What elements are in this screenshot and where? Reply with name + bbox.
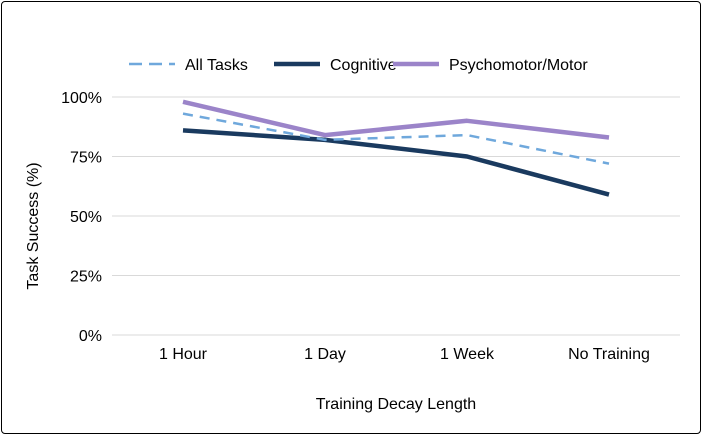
series-line-all-tasks: [182, 112, 610, 165]
x-tick-label: 1 Week: [440, 346, 495, 363]
gridlines: [112, 96, 680, 336]
y-tick-label: 0%: [79, 328, 102, 345]
series-line-psychomotor-motor: [182, 99, 610, 140]
x-axis-title: Training Decay Length: [316, 396, 476, 413]
y-tick-label: 75%: [70, 150, 102, 167]
legend-label-cognitive: Cognitive: [330, 57, 397, 74]
legend: All Tasks Cognitive Psychomotor/Motor: [129, 57, 588, 74]
x-tick-label: 1 Hour: [159, 346, 208, 363]
legend-label-all-tasks: All Tasks: [185, 57, 248, 74]
series-line-cognitive: [182, 128, 610, 197]
y-tick-label: 25%: [70, 269, 102, 286]
x-tick-label: 1 Day: [304, 346, 346, 363]
x-tick-labels: 1 Hour 1 Day 1 Week No Training: [159, 346, 650, 363]
y-tick-label: 50%: [70, 209, 102, 226]
y-tick-label: 100%: [61, 90, 102, 107]
legend-label-psychomotor-motor: Psychomotor/Motor: [449, 57, 588, 74]
series-lines: [182, 99, 610, 197]
x-tick-label: No Training: [568, 346, 650, 363]
y-axis-title: Task Success (%): [25, 162, 42, 289]
y-tick-labels: 0% 25% 50% 75% 100%: [61, 90, 102, 345]
